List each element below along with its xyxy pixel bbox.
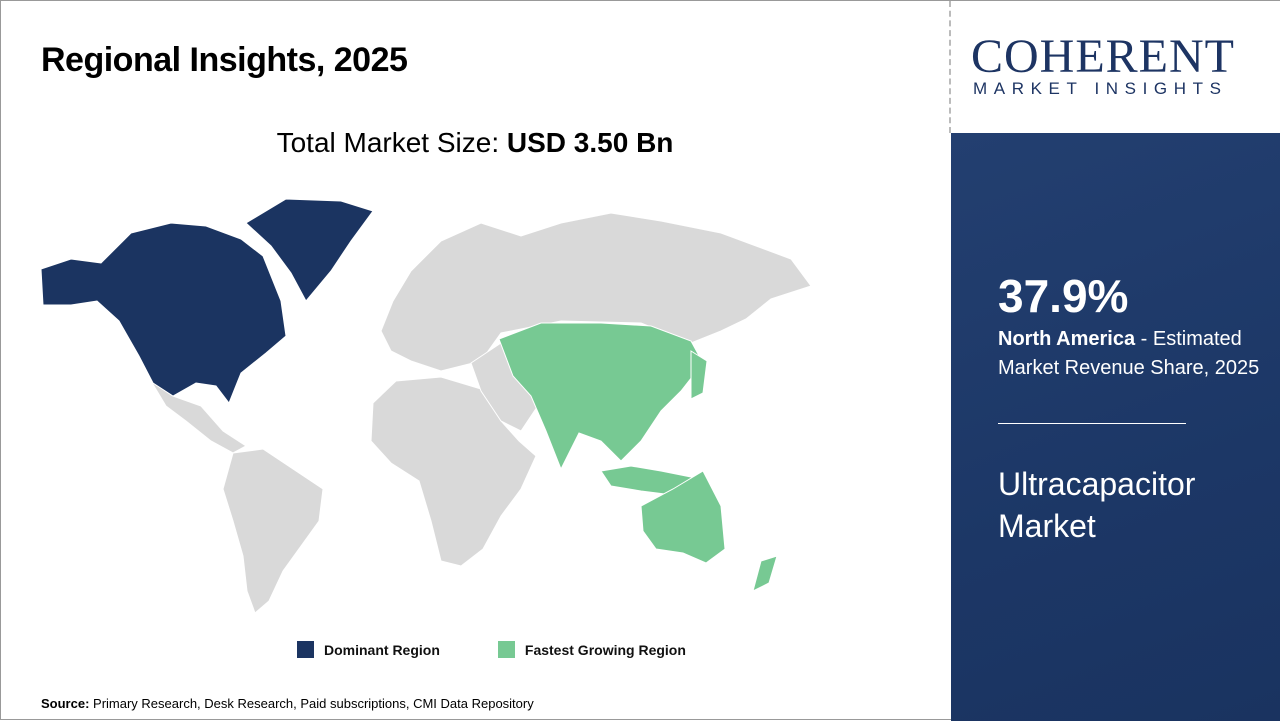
legend-item-dominant: Dominant Region bbox=[297, 641, 440, 658]
logo-wordmark: COHERENT bbox=[971, 30, 1235, 83]
divider bbox=[949, 1, 951, 133]
fastest-growing-region-asia-pacific bbox=[498, 322, 778, 592]
total-market-size: Total Market Size: USD 3.50 Bn bbox=[1, 127, 949, 159]
market-size-label: Total Market Size: bbox=[276, 127, 507, 158]
page-title: Regional Insights, 2025 bbox=[41, 41, 408, 79]
source-text: Primary Research, Desk Research, Paid su… bbox=[89, 696, 534, 711]
logo: COHERENT MARKET INSIGHTS bbox=[951, 1, 1280, 133]
region-latin-america-central bbox=[150, 380, 247, 454]
region-name: North America bbox=[998, 328, 1136, 350]
world-map bbox=[40, 198, 812, 614]
region-south-america bbox=[222, 448, 324, 614]
insight-panel: 37.9% North America - Estimated Market R… bbox=[951, 133, 1280, 721]
share-desc-text: - Estimated Market Revenue Share, 2025 bbox=[998, 328, 1260, 379]
legend-label: Fastest Growing Region bbox=[524, 641, 686, 658]
share-percent: 37.9% bbox=[998, 270, 1129, 322]
dominant-region-north-america bbox=[40, 198, 374, 405]
market-name: Ultracapacitor Market bbox=[998, 466, 1196, 544]
legend-swatch-fastest bbox=[497, 641, 515, 658]
share-description: North America - Estimated Market Revenue… bbox=[998, 325, 1268, 383]
market-size-value: USD 3.50 Bn bbox=[506, 127, 674, 158]
legend-swatch-dominant bbox=[297, 641, 314, 658]
region-africa bbox=[370, 376, 537, 567]
legend-label: Dominant Region bbox=[324, 641, 440, 658]
panel-divider bbox=[998, 423, 1186, 424]
source-label: Source: bbox=[41, 696, 90, 711]
map-legend: Dominant Region Fastest Growing Region bbox=[297, 641, 686, 658]
legend-item-fastest-growing: Fastest Growing Region bbox=[497, 641, 686, 658]
logo-tagline: MARKET INSIGHTS bbox=[973, 79, 1228, 98]
source-note: Source: Primary Research, Desk Research,… bbox=[41, 696, 534, 711]
